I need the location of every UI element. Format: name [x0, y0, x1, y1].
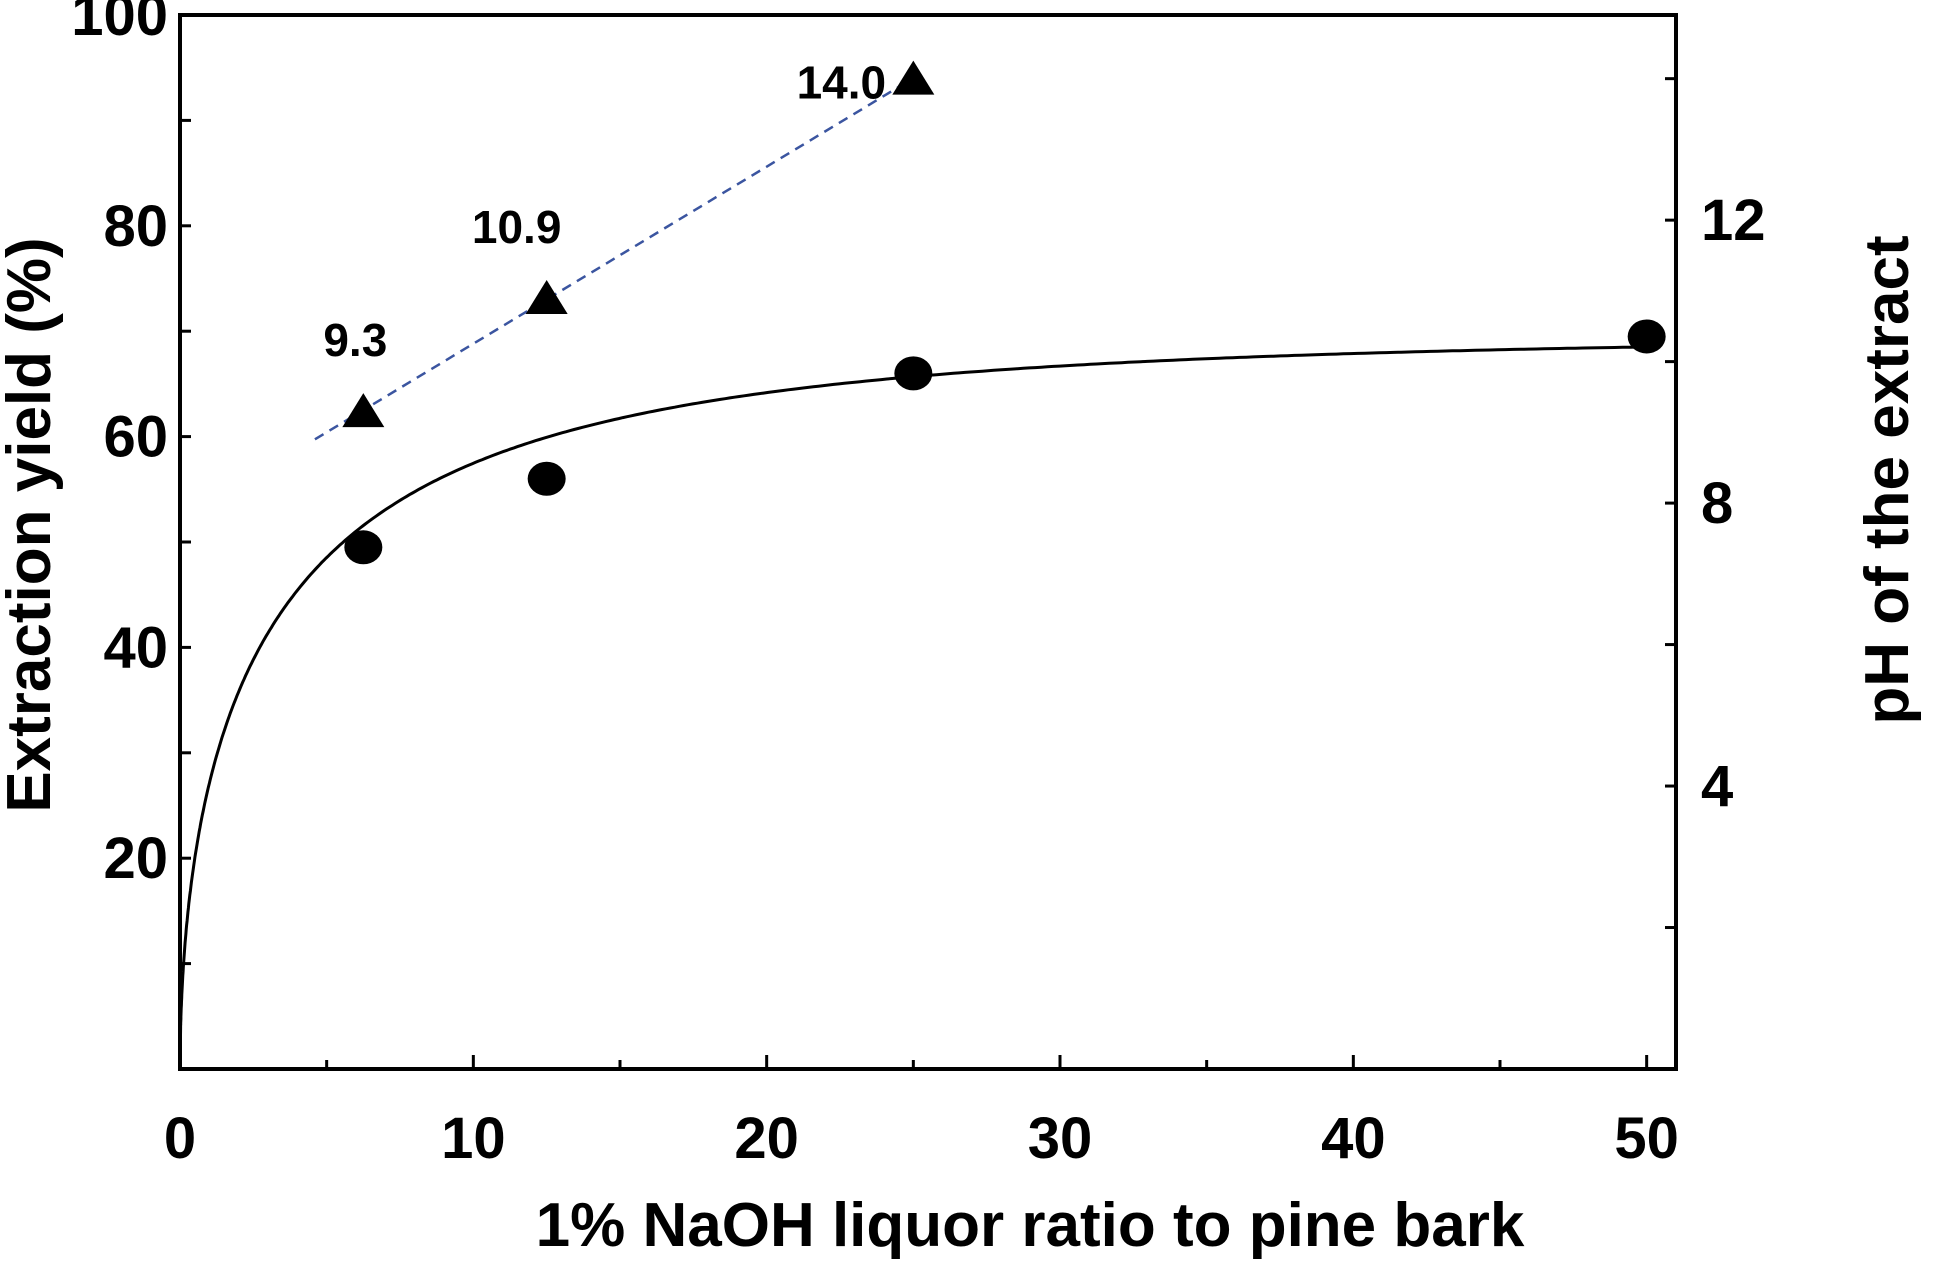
y-right-tick-labels: 4 8 12 — [1701, 188, 1766, 819]
ph-value-label: 10.9 — [472, 201, 562, 253]
y-left-tick-labels: 20 40 60 80 100 — [71, 0, 168, 891]
yield-points — [344, 319, 1666, 565]
fit-curve-path — [178, 345, 1647, 1070]
ph-trend-line — [314, 77, 914, 441]
yield-point — [1627, 319, 1666, 354]
ph-value-label: 9.3 — [323, 314, 387, 366]
y-left-tick-label: 80 — [103, 194, 168, 259]
tick-marks — [178, 13, 1676, 1069]
x-tick-label: 50 — [1614, 1106, 1679, 1171]
x-tick-label: 40 — [1321, 1106, 1386, 1171]
trend-line — [314, 77, 914, 441]
ph-point — [342, 393, 385, 428]
x-tick-label: 0 — [164, 1106, 196, 1171]
ph-value-labels: 9.3 10.9 14.0 — [323, 57, 886, 366]
ph-value-label: 14.0 — [797, 57, 887, 109]
x-tick-label: 20 — [734, 1106, 799, 1171]
x-tick-labels: 0 10 20 30 40 50 — [164, 1106, 1679, 1171]
ph-point — [525, 279, 568, 314]
plot-border — [178, 13, 1678, 1071]
y-left-tick-label: 60 — [103, 405, 168, 470]
y-left-tick-label: 40 — [103, 615, 168, 680]
y-left-tick-label: 20 — [103, 826, 168, 891]
x-axis-title: 1% NaOH liquor ratio to pine bark — [536, 1191, 1525, 1260]
x-tick-label: 10 — [441, 1106, 506, 1171]
y-left-axis-title: Extraction yield (%) — [0, 237, 64, 812]
yield-fit-curve — [178, 345, 1647, 1070]
ph-points — [342, 60, 935, 428]
y-right-tick-label: 12 — [1701, 188, 1766, 253]
y-right-axis-title: pH of the extract — [1853, 235, 1922, 724]
yield-point — [527, 461, 566, 496]
yield-point — [894, 356, 933, 391]
y-right-tick-label: 4 — [1701, 754, 1733, 819]
x-tick-label: 30 — [1028, 1106, 1093, 1171]
yield-point — [344, 530, 383, 565]
y-left-tick-label: 100 — [71, 0, 168, 48]
plot-frame — [178, 13, 1678, 1071]
ph-point — [892, 60, 935, 95]
y-right-tick-label: 8 — [1701, 471, 1733, 536]
